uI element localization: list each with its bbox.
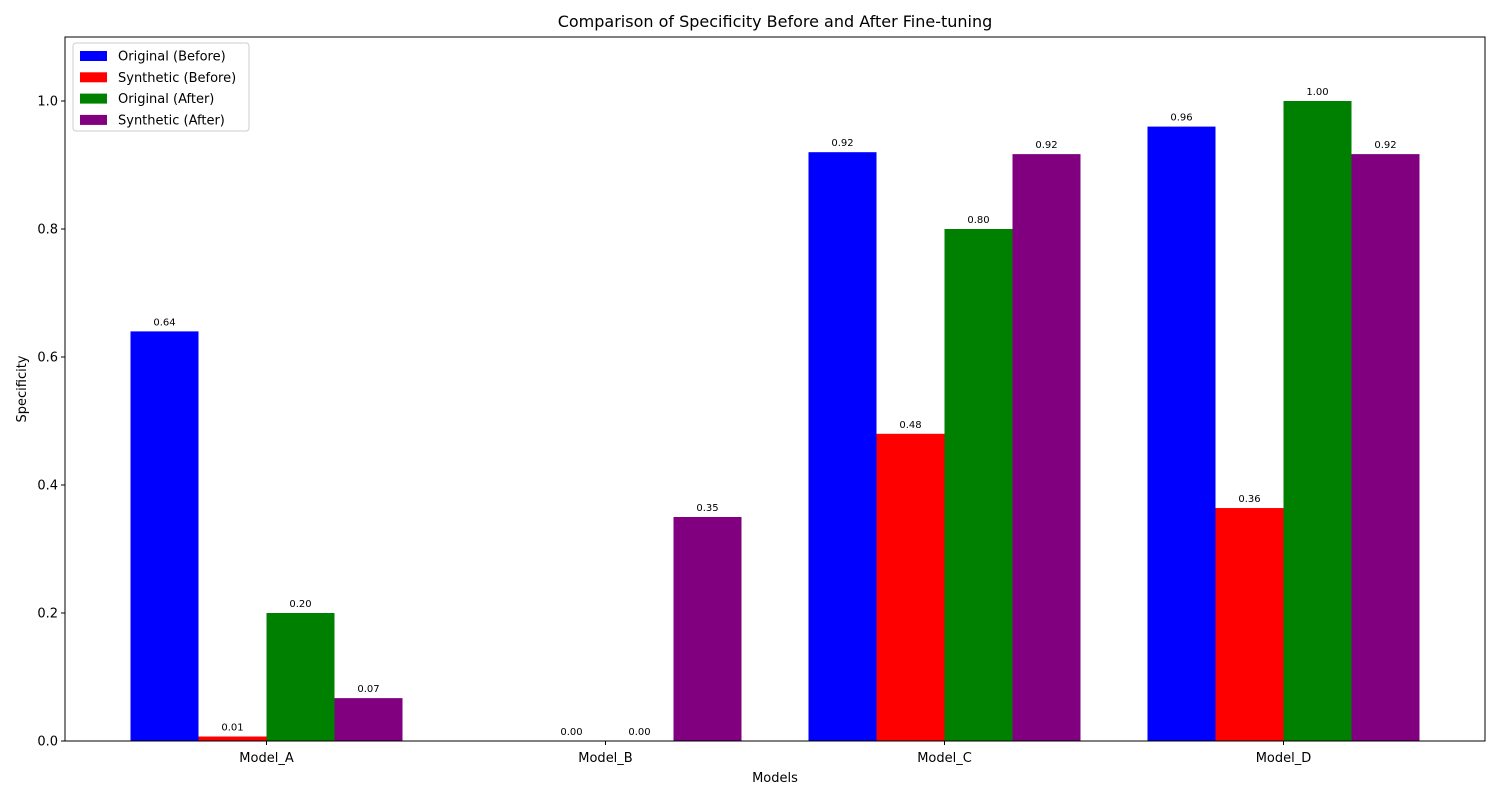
bar-Model_D-1: [1215, 508, 1284, 741]
legend-swatch: [80, 51, 107, 61]
y-tick-label: 1.0: [37, 95, 58, 110]
data-label: 0.00: [628, 727, 650, 738]
y-tick-label: 0.2: [37, 607, 58, 622]
bar-Model_D-3: [1351, 154, 1420, 741]
legend-entry: Original (Before): [118, 50, 226, 65]
bar-Model_C-0: [808, 152, 877, 741]
data-label: 0.92: [831, 138, 853, 149]
y-tick-label: 0.4: [37, 479, 58, 494]
data-label: 0.48: [899, 420, 921, 431]
data-label: 0.80: [967, 215, 989, 226]
x-tick-label: Model_C: [917, 751, 972, 766]
data-label: 0.01: [221, 723, 243, 734]
bars-layer: [130, 101, 1420, 742]
bar-Model_D-2: [1283, 101, 1352, 741]
bar-Model_C-1: [876, 433, 945, 741]
data-label: 1.00: [1306, 87, 1328, 98]
bar-Model_C-3: [1012, 154, 1081, 741]
data-label: 0.07: [357, 684, 379, 695]
y-axis: 0.0 0.2 0.4 0.6 0.8 1.0: [37, 95, 65, 750]
data-label: 0.96: [1170, 113, 1192, 124]
data-label: 0.36: [1238, 494, 1260, 505]
plot-frame: [64, 36, 1486, 742]
legend-entry: Synthetic (Before): [118, 71, 236, 86]
data-label: 0.64: [153, 317, 175, 328]
y-tick-label: 0.6: [37, 351, 58, 366]
x-tick-label: Model_B: [578, 751, 632, 766]
bar-Model_A-3: [334, 698, 403, 741]
x-axis: Model_A Model_B Model_C Model_D: [239, 741, 1311, 766]
legend-swatch: [80, 114, 107, 125]
data-label: 0.92: [1035, 140, 1057, 151]
legend-swatch: [80, 72, 107, 83]
x-axis-label: Models: [752, 771, 798, 786]
x-tick-label: Model_D: [1256, 751, 1312, 766]
bar-Model_C-2: [944, 229, 1013, 741]
y-axis-label: Specificity: [15, 355, 30, 422]
legend: Original (Before) Synthetic (Before) Origi…: [72, 42, 250, 132]
data-label: 0.35: [696, 503, 718, 514]
x-tick-label: Model_A: [239, 751, 294, 766]
data-label: 0.20: [289, 599, 311, 610]
bar-Model_A-2: [266, 613, 335, 741]
bar-Model_A-0: [130, 331, 199, 741]
y-tick-label: 0.8: [37, 223, 58, 238]
data-label: 0.00: [560, 727, 582, 738]
y-tick-label: 0.0: [37, 735, 58, 750]
chart-title: Comparison of Specificity Before and Aft…: [558, 12, 993, 31]
legend-entry: Original (After): [118, 92, 214, 107]
data-label: 0.92: [1374, 140, 1396, 151]
legend-box: [72, 42, 250, 132]
data-labels-layer: 0.64 0.92 0.96 0.01 0.00 0.48 0.36 0.20 0.00 0.80…: [153, 87, 1396, 738]
bar-Model_B-3: [673, 517, 742, 741]
legend-swatch: [80, 93, 107, 104]
bar-Model_A-1: [198, 736, 267, 741]
legend-entry: Synthetic (After): [118, 113, 225, 128]
bar-Model_D-0: [1147, 126, 1216, 742]
